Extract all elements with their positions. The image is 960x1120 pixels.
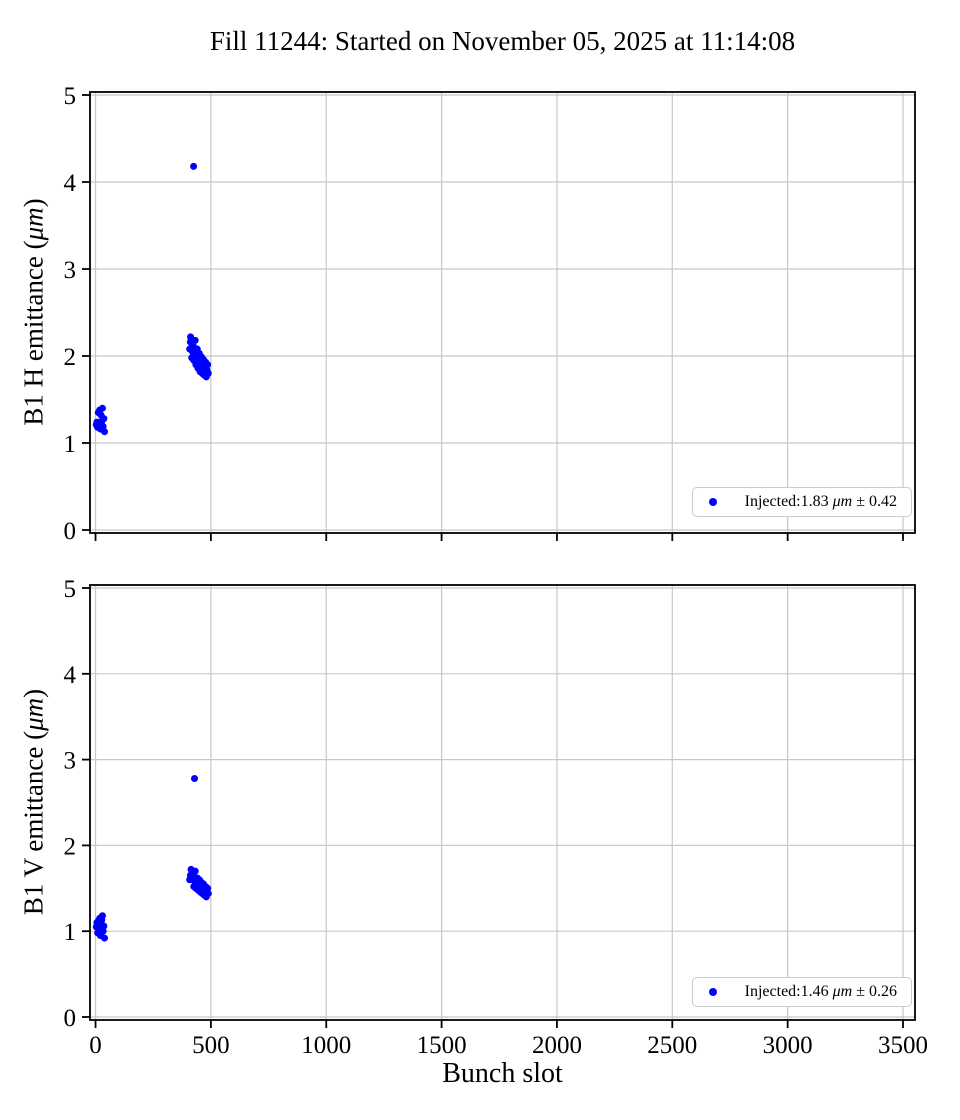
svg-text:3000: 3000 <box>763 1032 813 1059</box>
svg-text:4: 4 <box>64 170 77 197</box>
svg-text:5: 5 <box>64 576 77 603</box>
svg-text:500: 500 <box>192 1032 230 1059</box>
y-axis-label-bottom-text: B1 V emittance ( <box>18 730 49 916</box>
svg-text:2: 2 <box>64 833 77 860</box>
legend-bottom: Injected:1.46 μm ± 0.26 <box>691 977 912 1007</box>
legend-marker-icon <box>708 988 717 996</box>
y-axis-label-top-unit: μm <box>18 207 49 241</box>
y-axis-label-top: B1 H emittance (μm) <box>19 198 50 425</box>
legend-label: Injected:1.46 μm ± 0.26 <box>744 983 897 1000</box>
svg-text:1000: 1000 <box>301 1032 351 1059</box>
y-axis-label-bottom-close: ) <box>18 688 49 698</box>
svg-text:1500: 1500 <box>417 1032 467 1059</box>
svg-text:1: 1 <box>64 431 77 458</box>
legend-label: Injected:1.83 μm ± 0.42 <box>744 493 897 510</box>
svg-text:2500: 2500 <box>647 1032 697 1059</box>
svg-text:1: 1 <box>64 919 77 946</box>
svg-text:4: 4 <box>64 662 77 689</box>
svg-text:0: 0 <box>64 1005 77 1032</box>
figure-title: Fill 11244: Started on November 05, 2025… <box>209 26 796 56</box>
svg-text:0: 0 <box>89 1032 102 1059</box>
legend-top: Injected:1.83 μm ± 0.42 <box>691 487 912 517</box>
svg-text:3: 3 <box>64 257 77 284</box>
y-axis-label-bottom-unit: μm <box>18 697 49 731</box>
y-axis-label-bottom: B1 V emittance (μm) <box>19 689 50 915</box>
svg-text:2: 2 <box>64 344 77 371</box>
y-axis-label-top-text: B1 H emittance ( <box>18 240 49 426</box>
svg-text:3500: 3500 <box>878 1032 928 1059</box>
svg-text:2000: 2000 <box>532 1032 582 1059</box>
svg-text:3: 3 <box>64 748 77 775</box>
svg-text:5: 5 <box>64 83 77 110</box>
legend-marker-icon <box>708 498 717 506</box>
y-axis-label-top-close: ) <box>18 198 49 208</box>
x-axis-label: Bunch slot <box>442 1058 563 1089</box>
svg-text:0: 0 <box>64 518 77 545</box>
